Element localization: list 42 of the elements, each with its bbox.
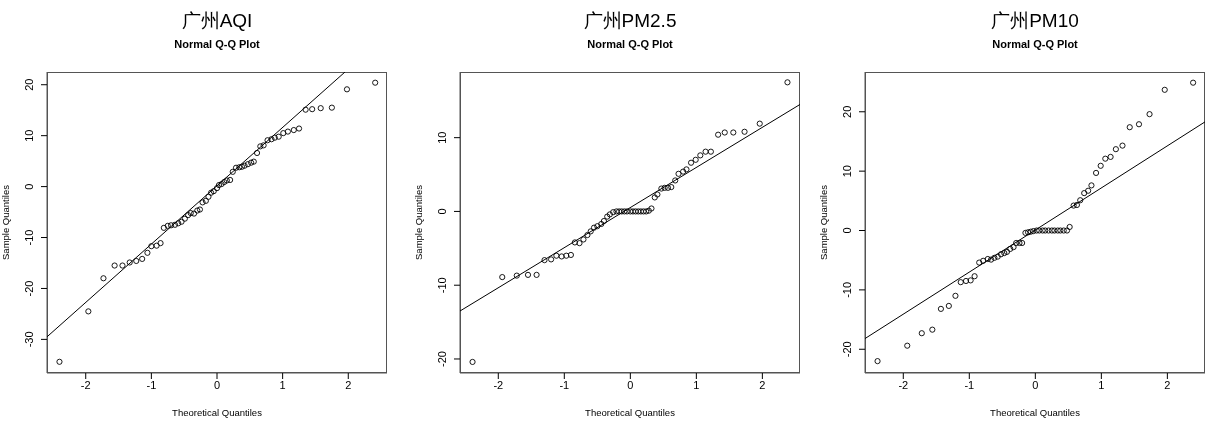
y-tick-label: -20 (436, 351, 448, 367)
chart-subtitle: Normal Q-Q Plot (991, 38, 1079, 50)
x-axis-title: Theoretical Quantiles (172, 407, 263, 418)
x-tick-label: -2 (898, 378, 909, 391)
y-tick-label: -20 (23, 280, 35, 297)
x-tick-label: 1 (693, 378, 700, 391)
y-tick-label: 20 (841, 105, 853, 118)
x-tick-label: 2 (1164, 378, 1171, 391)
y-tick-label: 10 (436, 131, 448, 144)
x-axis-title: Theoretical Quantiles (585, 407, 676, 418)
y-tick-label: 0 (841, 227, 853, 234)
x-tick-label: 1 (279, 378, 286, 391)
x-tick-label: 0 (1032, 378, 1039, 391)
y-tick-label: 10 (23, 129, 35, 142)
x-tick-label: 0 (213, 378, 221, 391)
y-axis-title: Sample Quantiles (0, 184, 12, 260)
y-tick-label: -10 (436, 277, 448, 294)
x-tick-label: -1 (964, 378, 975, 391)
y-tick-label: 20 (23, 78, 35, 91)
chart-title: 广州PM2.5 (582, 9, 678, 33)
x-tick-label: -1 (146, 378, 157, 391)
x-tick-label: -2 (493, 378, 504, 391)
y-tick-label: 0 (436, 208, 448, 215)
x-tick-label: 2 (759, 378, 766, 391)
x-tick-label: 1 (1098, 378, 1105, 391)
x-tick-label: 2 (345, 378, 352, 391)
x-tick-label: -1 (559, 378, 570, 391)
y-axis-title: Sample Quantiles (818, 184, 830, 260)
y-tick-label: -30 (23, 331, 35, 348)
y-tick-label: 10 (841, 165, 853, 178)
x-axis-title: Theoretical Quantiles (990, 407, 1081, 418)
chart-title: 广州AQI (180, 9, 254, 33)
y-tick-label: -20 (841, 341, 853, 358)
y-axis-title: Sample Quantiles (413, 184, 425, 260)
x-tick-label: 0 (627, 378, 634, 391)
y-tick-label: -10 (841, 281, 853, 298)
chart-subtitle: Normal Q-Q Plot (173, 38, 261, 50)
chart-title: 广州PM10 (990, 9, 1080, 33)
x-tick-label: -2 (80, 378, 91, 391)
chart-subtitle: Normal Q-Q Plot (586, 38, 674, 50)
y-tick-label: -10 (23, 229, 35, 246)
y-tick-label: 0 (23, 183, 35, 190)
